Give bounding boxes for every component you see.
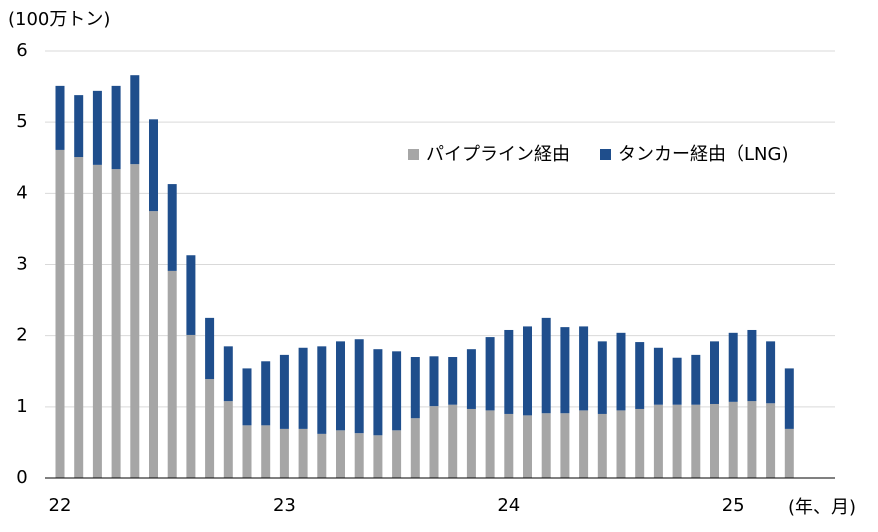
legend-swatch: [600, 149, 611, 160]
bar-segment: [691, 354, 701, 405]
legend-label: パイプライン経由: [426, 144, 570, 165]
bar-segment: [672, 404, 682, 478]
bar-segment: [336, 430, 345, 478]
y-tick-label: 6: [16, 40, 27, 61]
y-tick-label: 1: [16, 396, 27, 417]
x-tick-label: 23: [273, 495, 296, 516]
bar-segment: [429, 356, 439, 407]
bar-segment: [167, 184, 177, 271]
bar-segment: [579, 410, 589, 478]
bar-segment: [74, 95, 84, 158]
bar-segment: [597, 413, 607, 478]
bar-segment: [766, 403, 776, 478]
bar-segment: [541, 317, 551, 414]
bar-segment: [373, 435, 383, 478]
bar-segment: [392, 351, 402, 431]
x-tick-label: 24: [497, 495, 520, 516]
bar-segment: [728, 401, 738, 478]
bar-segment: [261, 361, 271, 426]
bar-segment: [504, 413, 514, 478]
bar-segment: [616, 410, 626, 478]
bar-segment: [653, 404, 663, 478]
bar-segment: [111, 169, 121, 479]
bar-segment: [279, 428, 289, 478]
bar-segment: [691, 404, 701, 478]
bar-segment: [766, 341, 776, 404]
legend-swatch: [408, 149, 419, 160]
bar-segment: [523, 326, 532, 416]
legend-label: タンカー経由（LNG): [618, 144, 788, 165]
bar-segment: [635, 408, 645, 478]
bar-segment: [223, 401, 233, 478]
y-tick-label: 4: [16, 182, 27, 203]
bar-segment: [784, 368, 794, 429]
bar-segment: [279, 354, 289, 429]
x-tick-label: 25: [722, 495, 745, 516]
y-tick-label: 0: [16, 467, 27, 488]
y-tick-label: 5: [16, 111, 27, 132]
bar-segment: [410, 418, 420, 478]
bar-segment: [186, 334, 196, 478]
x-axis-unit: (年、月): [788, 497, 856, 518]
bar-segment: [410, 357, 420, 419]
bar-segment: [653, 347, 663, 405]
bar-segment: [130, 164, 140, 478]
bar-segment: [710, 341, 719, 404]
bar-segment: [560, 327, 570, 414]
bar-segment: [635, 342, 645, 409]
bar-segment: [448, 404, 458, 478]
bar-segment: [784, 428, 794, 478]
bar-segment: [298, 428, 308, 478]
bar-segment: [466, 349, 476, 409]
bar-segment: [242, 368, 252, 426]
bar-segment: [149, 211, 158, 478]
bar-segment: [242, 425, 252, 478]
bar-segment: [485, 410, 495, 478]
bar-segment: [616, 332, 626, 411]
bar-segment: [336, 341, 345, 431]
bar-segment: [205, 379, 215, 478]
bar-segment: [55, 149, 65, 478]
y-tick-label: 3: [16, 254, 27, 275]
bar-segment: [541, 413, 551, 478]
y-tick-label: 2: [16, 325, 27, 346]
bar-segment: [672, 357, 682, 405]
bar-segment: [579, 326, 589, 411]
bar-segment: [74, 157, 84, 478]
bar-segment: [298, 347, 308, 429]
bar-segment: [167, 270, 177, 478]
bar-segment: [149, 119, 158, 212]
bar-segment: [205, 317, 215, 380]
bar-segment: [354, 433, 364, 478]
bar-segment: [710, 403, 719, 478]
bar-segment: [392, 430, 402, 478]
bar-segment: [523, 415, 532, 478]
bar-segment: [130, 75, 140, 165]
bar-segment: [92, 90, 102, 165]
bar-segment: [560, 413, 570, 478]
bar-segment: [111, 85, 121, 170]
bar-segment: [92, 164, 102, 478]
bar-segment: [186, 255, 196, 335]
bar-segment: [747, 401, 757, 478]
bar-segment: [429, 406, 439, 478]
bar-segment: [317, 346, 327, 434]
bar-segment: [504, 329, 514, 414]
y-axis-unit: (100万トン): [8, 9, 110, 30]
x-tick-label: 22: [49, 495, 72, 516]
bar-segment: [317, 433, 327, 478]
bar-segment: [223, 346, 233, 402]
bar-segment: [747, 329, 757, 402]
bar-segment: [373, 349, 383, 436]
bar-segment: [55, 85, 65, 150]
bar-segment: [466, 408, 476, 478]
bar-segment: [597, 341, 607, 414]
bar-segment: [728, 332, 738, 402]
bar-segment: [354, 339, 364, 434]
bar-segment: [448, 357, 458, 405]
bar-segment: [261, 425, 271, 478]
bar-segment: [485, 337, 495, 411]
